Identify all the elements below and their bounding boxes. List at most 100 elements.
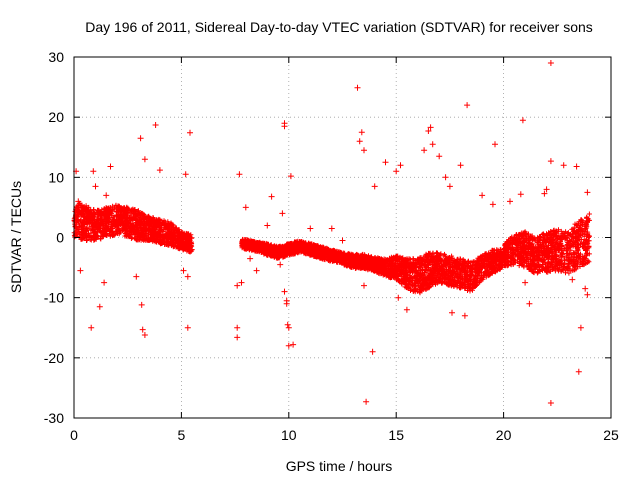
data-point <box>83 203 89 209</box>
data-point <box>172 231 177 237</box>
data-point <box>182 242 188 248</box>
data-point <box>149 219 155 225</box>
data-point <box>95 207 100 213</box>
data-point <box>100 219 105 225</box>
data-point <box>147 237 153 243</box>
data-point <box>74 213 80 219</box>
data-point <box>139 210 145 216</box>
data-point <box>118 206 124 212</box>
data-point <box>187 246 193 252</box>
data-point <box>126 206 132 212</box>
data-point <box>127 231 132 237</box>
data-point <box>183 232 189 238</box>
data-point <box>175 237 181 243</box>
data-point <box>84 233 90 239</box>
data-point <box>83 216 89 222</box>
data-point <box>166 240 172 246</box>
data-point <box>134 233 140 239</box>
data-point <box>85 208 91 214</box>
data-point <box>111 221 116 227</box>
data-point <box>134 237 140 243</box>
data-point <box>91 226 97 232</box>
chart-title: Day 196 of 2011, Sidereal Day-to-day VTE… <box>85 19 593 35</box>
data-point <box>180 235 186 241</box>
data-point <box>142 214 148 220</box>
data-point <box>119 218 125 224</box>
data-point <box>80 232 86 238</box>
data-point <box>173 242 178 248</box>
data-point <box>128 221 134 227</box>
data-point <box>127 214 133 220</box>
data-point <box>184 248 190 254</box>
data-point <box>95 212 101 217</box>
data-point <box>117 229 123 235</box>
data-point <box>115 226 121 232</box>
data-point <box>100 225 106 231</box>
data-point <box>129 235 135 241</box>
data-point <box>110 219 116 224</box>
data-point <box>84 238 89 243</box>
data-point <box>170 238 176 244</box>
data-point <box>101 222 107 228</box>
data-point <box>101 209 107 215</box>
data-point <box>88 230 94 236</box>
data-point <box>137 211 142 217</box>
data-point <box>104 232 110 238</box>
data-point <box>98 233 104 239</box>
data-point <box>84 220 90 226</box>
data-point <box>189 247 195 253</box>
data-point <box>111 232 117 237</box>
data-point <box>102 229 108 235</box>
data-point <box>180 247 186 253</box>
data-point <box>131 231 137 237</box>
data-point <box>86 225 92 231</box>
data-point <box>173 234 179 240</box>
data-point <box>141 214 147 220</box>
data-point <box>84 205 90 211</box>
data-point <box>104 208 110 214</box>
data-point <box>163 235 169 241</box>
data-point <box>88 207 94 213</box>
data-point <box>73 220 79 226</box>
data-point <box>134 220 140 226</box>
data-point <box>118 215 123 221</box>
data-point <box>151 231 157 237</box>
data-point <box>187 235 193 241</box>
data-point <box>173 228 179 233</box>
data-point <box>122 205 127 211</box>
data-point <box>90 222 96 228</box>
data-point <box>130 209 136 215</box>
data-point <box>138 230 144 236</box>
data-point <box>104 219 110 225</box>
data-point <box>140 235 146 241</box>
data-point <box>81 226 87 232</box>
data-point <box>149 230 155 235</box>
data-point <box>143 230 149 236</box>
data-point <box>122 230 128 236</box>
data-point <box>79 235 85 241</box>
data-points <box>71 60 592 406</box>
data-point <box>163 239 169 245</box>
data-point <box>160 220 166 225</box>
data-point <box>75 209 81 214</box>
data-point <box>103 228 109 234</box>
data-point <box>123 226 129 232</box>
data-point <box>180 240 186 246</box>
data-point <box>133 217 139 223</box>
data-point <box>75 227 81 232</box>
data-point <box>109 212 115 218</box>
data-point <box>167 231 173 237</box>
data-point <box>158 241 164 247</box>
data-point <box>160 229 166 234</box>
data-point <box>110 206 116 212</box>
data-point <box>137 219 143 225</box>
data-point <box>138 222 144 228</box>
data-point <box>88 213 94 219</box>
data-point <box>157 225 162 231</box>
data-point <box>151 236 157 241</box>
data-point <box>165 224 171 230</box>
data-point <box>81 212 87 218</box>
data-point <box>116 203 122 209</box>
data-point <box>79 202 85 208</box>
data-point <box>124 220 130 226</box>
